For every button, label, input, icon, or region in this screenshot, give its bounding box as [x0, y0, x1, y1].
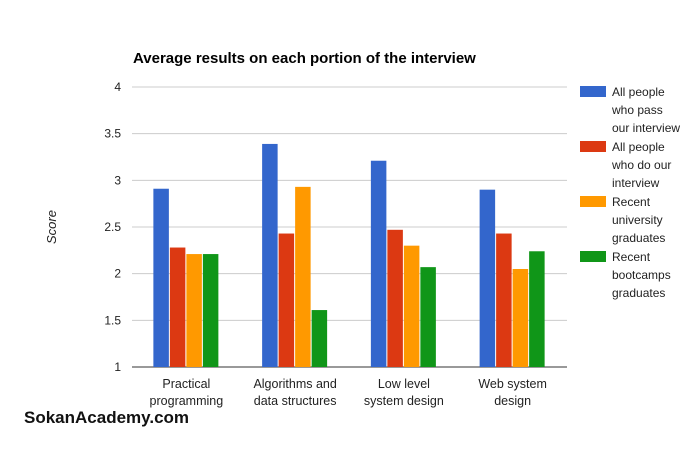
- legend-swatch: [580, 141, 606, 152]
- y-tick-labels: 1 1.5 2 2.5 3 3.5 4: [104, 80, 121, 374]
- bar: [387, 229, 403, 367]
- legend-swatch: [580, 251, 606, 262]
- category-label: Algorithms and data structures: [253, 377, 336, 408]
- bar: [512, 269, 529, 367]
- y-tick-label: 1.5: [104, 313, 121, 327]
- bar: [403, 245, 420, 367]
- category-labels: Practical programming Algorithms and data s…: [150, 377, 547, 408]
- bar: [496, 233, 512, 367]
- y-tick-label: 2: [114, 267, 121, 281]
- y-tick-label: 4: [114, 80, 121, 94]
- category-label: Practical programming: [150, 377, 224, 408]
- y-tick-label: 2.5: [104, 220, 121, 234]
- watermark: SokanAcademy.com: [24, 408, 190, 427]
- category-label: Web system design: [478, 377, 547, 408]
- bars: [153, 143, 545, 367]
- bar: [311, 310, 328, 367]
- legend-swatch: [580, 86, 606, 97]
- bar: [370, 160, 387, 367]
- bar: [420, 267, 436, 367]
- legend-entry: All people who pass our interview: [611, 85, 680, 135]
- bar: [186, 254, 202, 367]
- y-axis-label: Score: [44, 210, 59, 244]
- bar: [278, 233, 295, 367]
- bar: [262, 143, 278, 367]
- category-label: Low level system design: [364, 377, 444, 408]
- legend-entry: Recent bootcamps graduates: [612, 250, 671, 300]
- legend-entry: Recent university graduates: [612, 195, 665, 245]
- y-tick-label: 3: [114, 173, 121, 187]
- y-tick-label: 3.5: [104, 127, 121, 141]
- bar: [479, 189, 496, 367]
- legend-swatch: [580, 196, 606, 207]
- bar: [169, 247, 186, 367]
- bar: [529, 251, 545, 367]
- bar: [202, 254, 219, 367]
- legend-entry: All people who do our interview: [611, 140, 671, 190]
- bar: [295, 186, 311, 367]
- y-tick-label: 1: [114, 360, 121, 374]
- chart-title: Average results on each portion of the i…: [133, 50, 476, 67]
- bar: [153, 188, 169, 367]
